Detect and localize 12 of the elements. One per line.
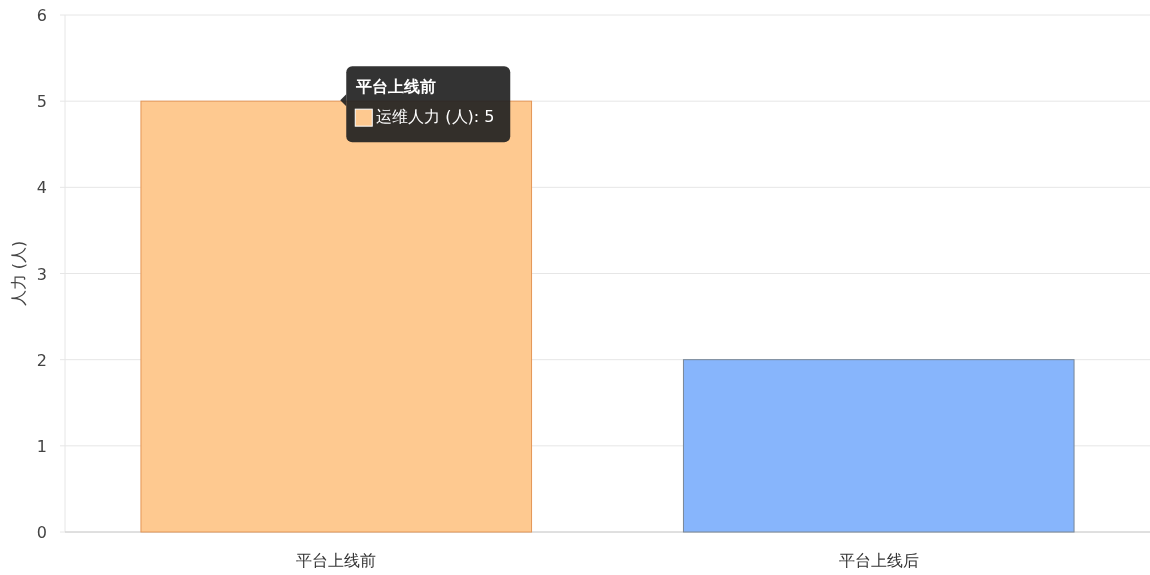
x-tick-label: 平台上线后 [838,551,919,570]
picture-tooltip: 平台上线前 运维人力 (人): 5 [340,66,511,143]
y-tick-label: 0 [36,523,47,542]
y-tick-label: 2 [36,350,47,370]
annotation: 运维人力 (人): 5 [376,107,495,127]
y-axis-title: 人力 (人) [9,240,28,307]
annotation: 平台上线前 [355,77,437,97]
y-tick-label: 4 [36,178,47,198]
y-tick-label: 6 [36,6,47,25]
y-tick-label: 5 [36,92,47,112]
y-tick-label: 1 [36,436,47,456]
y-tick-label: 3 [36,264,47,284]
